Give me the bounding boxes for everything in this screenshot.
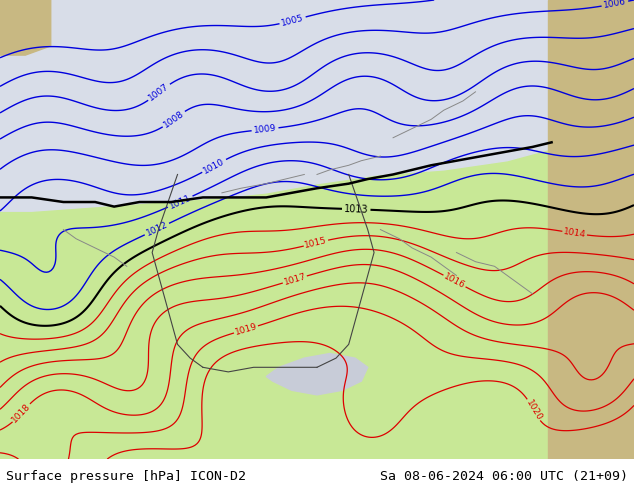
Text: 1005: 1005: [280, 13, 305, 28]
Text: Surface pressure [hPa] ICON-D2: Surface pressure [hPa] ICON-D2: [6, 469, 247, 483]
Text: Sa 08-06-2024 06:00 UTC (21+09): Sa 08-06-2024 06:00 UTC (21+09): [380, 469, 628, 483]
Text: 1013: 1013: [344, 204, 368, 215]
Text: 1006: 1006: [603, 0, 627, 10]
Text: 1019: 1019: [234, 322, 258, 337]
Text: 1020: 1020: [524, 398, 543, 422]
Text: 1012: 1012: [145, 220, 169, 238]
Text: 1017: 1017: [283, 272, 307, 287]
Text: 1016: 1016: [443, 271, 467, 291]
Bar: [548, 0, 634, 459]
Polygon shape: [266, 353, 368, 395]
Text: 1010: 1010: [202, 156, 226, 175]
Text: 1015: 1015: [304, 236, 328, 250]
Text: 1011: 1011: [168, 193, 193, 211]
Polygon shape: [0, 0, 51, 55]
Text: 1018: 1018: [10, 402, 32, 424]
Text: 1014: 1014: [562, 227, 586, 240]
Text: 1008: 1008: [162, 109, 186, 129]
Polygon shape: [0, 0, 634, 211]
Text: 1009: 1009: [253, 123, 277, 135]
Text: 1007: 1007: [147, 82, 171, 103]
